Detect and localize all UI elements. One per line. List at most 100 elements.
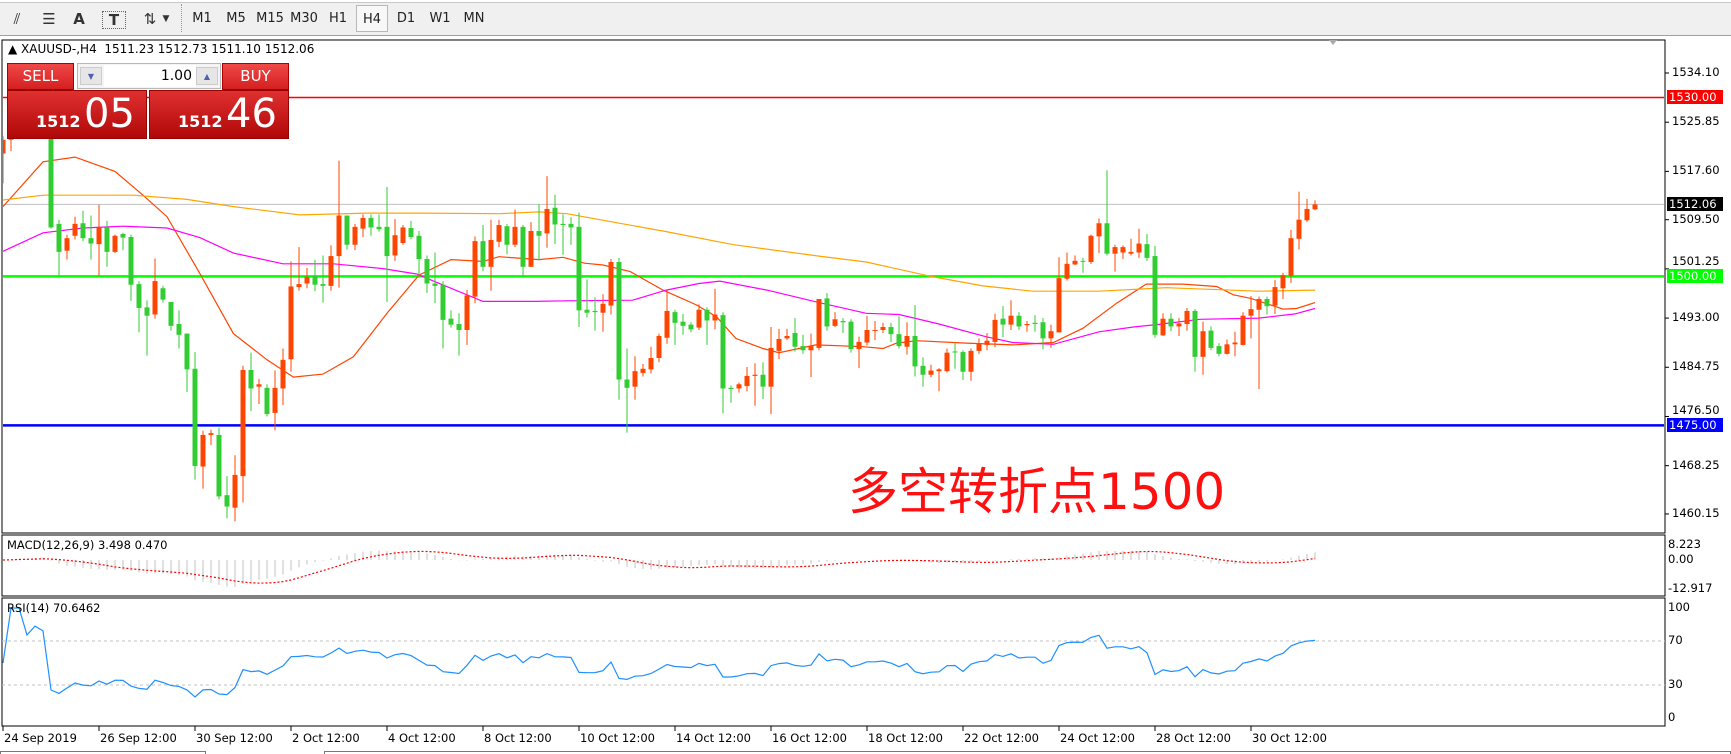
text-icon[interactable]: A [73,10,85,28]
candle-body [1064,263,1070,279]
candle-body [696,309,702,328]
candle-bearish [144,300,150,356]
candle-body [680,321,686,326]
candle-body [160,288,166,300]
candle-bullish [1304,198,1310,223]
candle-body [872,330,878,332]
candle-body [1112,247,1118,254]
candle-bullish [352,223,358,251]
candle-bullish [280,348,286,406]
timeframe-d1[interactable]: D1 [396,11,416,26]
fibonacci-fan-icon[interactable]: ☰ [42,10,56,28]
candle-bullish [832,312,838,328]
candle-bullish [112,234,118,254]
price-axis-label: 1468.25 [1672,457,1720,472]
candle-bullish [392,219,398,261]
candle-body [432,283,438,286]
candle-body [1152,256,1158,335]
candle-bearish [248,352,254,412]
candle-body [504,226,510,245]
timeframe-h4[interactable]: H4 [356,5,388,32]
candle-body [312,275,318,285]
moving-average-line-3 [3,194,1316,292]
candle-body [880,327,886,331]
candle-body [176,324,182,335]
price-axis-label: 1525.85 [1672,114,1720,129]
candle-bearish [448,310,454,328]
candle-body [592,310,598,313]
chart-tab[interactable] [0,751,206,754]
timeframe-m5[interactable]: M5 [226,11,246,26]
candle-bullish [1056,257,1062,333]
ohlc-high: 1512.73 [157,42,208,56]
date-axis-label: 30 Oct 12:00 [1252,731,1327,745]
collapse-triangle-icon[interactable]: ▲ [8,42,22,56]
lot-increase-button[interactable]: ▲ [196,67,218,85]
candle-body [1032,322,1038,325]
candle-bearish [136,281,142,333]
arrows-icon[interactable]: ⇅ [143,10,157,28]
candle-bullish [632,356,638,400]
candle-bullish [1024,321,1030,332]
candle-body [648,358,654,370]
candle-body [1048,331,1054,339]
candle-bearish [1144,234,1150,261]
chart-annotation-text[interactable]: 多空转折点1500 [848,463,1226,521]
macd-axis-label: 8.223 [1668,537,1701,551]
candle-body [1240,315,1246,345]
candle-bullish [744,366,750,392]
timeframe-m1[interactable]: M1 [192,11,212,26]
timeframe-w1[interactable]: W1 [429,11,451,26]
candle-bullish [240,365,246,503]
toolbar-separator [181,4,184,32]
candle-bearish [312,259,318,292]
candle-bullish [64,234,70,260]
timeframe-m30[interactable]: M30 [290,11,318,26]
candle-body [448,318,454,325]
chevron-down-icon[interactable]: ▼ [162,14,170,24]
candle-body [1200,331,1206,357]
candle-body [744,375,750,387]
candle-bullish [152,258,158,319]
ohlc-low: 1511.10 [211,42,261,56]
sell-price-box[interactable]: 1512 05 [7,90,147,139]
candle-body [1280,275,1286,289]
fibonacci-expansion-icon[interactable]: ⫽ [13,10,21,28]
timeframe-mn[interactable]: MN [463,11,485,26]
price-line-tag: 1475.00 [1667,418,1723,433]
candle-body [152,281,158,315]
candle-body [624,379,630,388]
candle-body [752,374,758,376]
candle-body [904,335,910,347]
lot-decrease-button[interactable]: ▼ [80,67,102,85]
date-axis-label: 24 Sep 2019 [4,731,77,745]
text-label-icon[interactable]: T [102,11,126,29]
rsi-label: RSI(14) 70.6462 [7,601,101,615]
candle-body [720,315,726,389]
timeframe-m15[interactable]: M15 [256,11,284,26]
timeframe-h1[interactable]: H1 [328,11,348,26]
candle-body [224,495,230,507]
candle-body [144,307,150,316]
candle-body [1264,298,1270,307]
lot-size-input[interactable] [104,65,196,87]
candle-body [888,327,894,335]
buy-price-box[interactable]: 1512 46 [149,90,289,139]
buy-button[interactable]: BUY [222,63,289,90]
candle-bearish [376,214,382,232]
candle-body [576,226,582,311]
candle-bearish [728,385,734,403]
candle-bullish [472,236,478,304]
candle-bullish [736,382,742,393]
candle-bearish [1264,296,1270,315]
sell-button[interactable]: SELL [7,63,74,90]
candle-bearish [56,219,62,276]
candle-bearish [560,214,566,255]
candle-bearish [1016,312,1022,331]
candle-body [120,234,126,238]
candle-bearish [320,255,326,303]
candle-bearish [848,319,854,353]
candle-body [1256,298,1262,310]
candle-body [248,369,254,389]
